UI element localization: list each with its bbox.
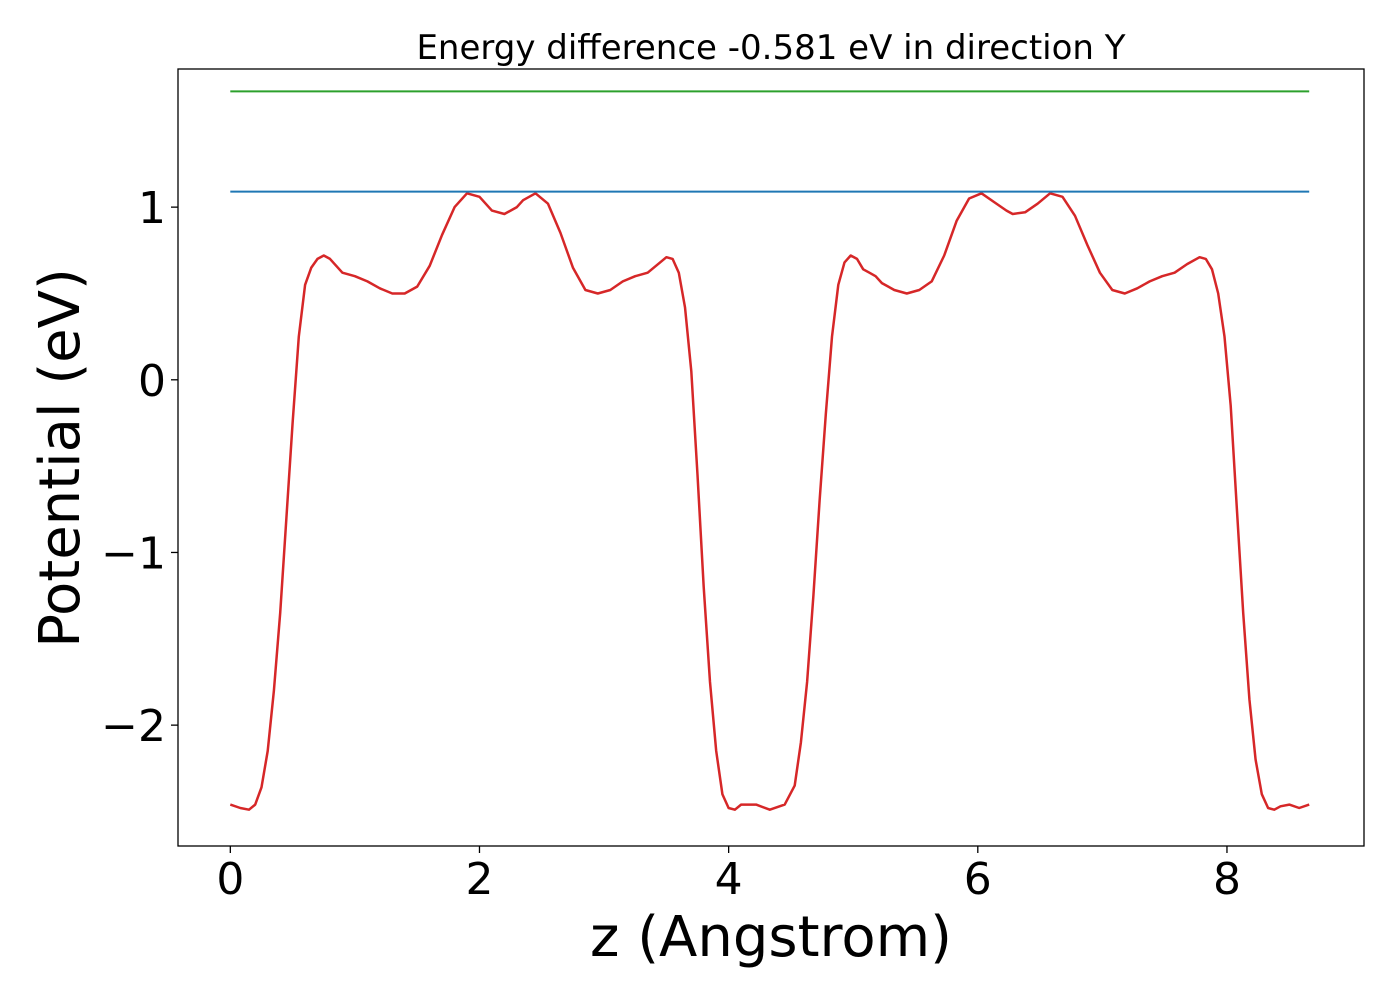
y-axis-ticks: −2 −1 0 1 [101,183,178,752]
x-tick-label: 8 [1213,854,1241,905]
y-tick-label: −1 [101,528,166,579]
plot-frame [177,68,1365,847]
x-tick-label: 2 [465,854,493,905]
x-axis-label: z (Angstrom) [590,905,952,970]
x-axis-ticks: 0 2 4 6 8 [216,846,1241,905]
x-tick-label: 0 [216,854,244,905]
y-tick-label: −2 [101,701,166,752]
y-tick-label: 1 [138,183,166,234]
series-layer [229,90,1310,811]
y-tick-label: 0 [138,356,166,407]
x-tick-label: 4 [715,854,743,905]
chart-title: Energy difference -0.581 eV in direction… [416,28,1125,68]
y-axis-label: Potential (eV) [28,268,93,648]
series-line-1 [229,192,1310,811]
x-tick-label: 6 [964,854,992,905]
